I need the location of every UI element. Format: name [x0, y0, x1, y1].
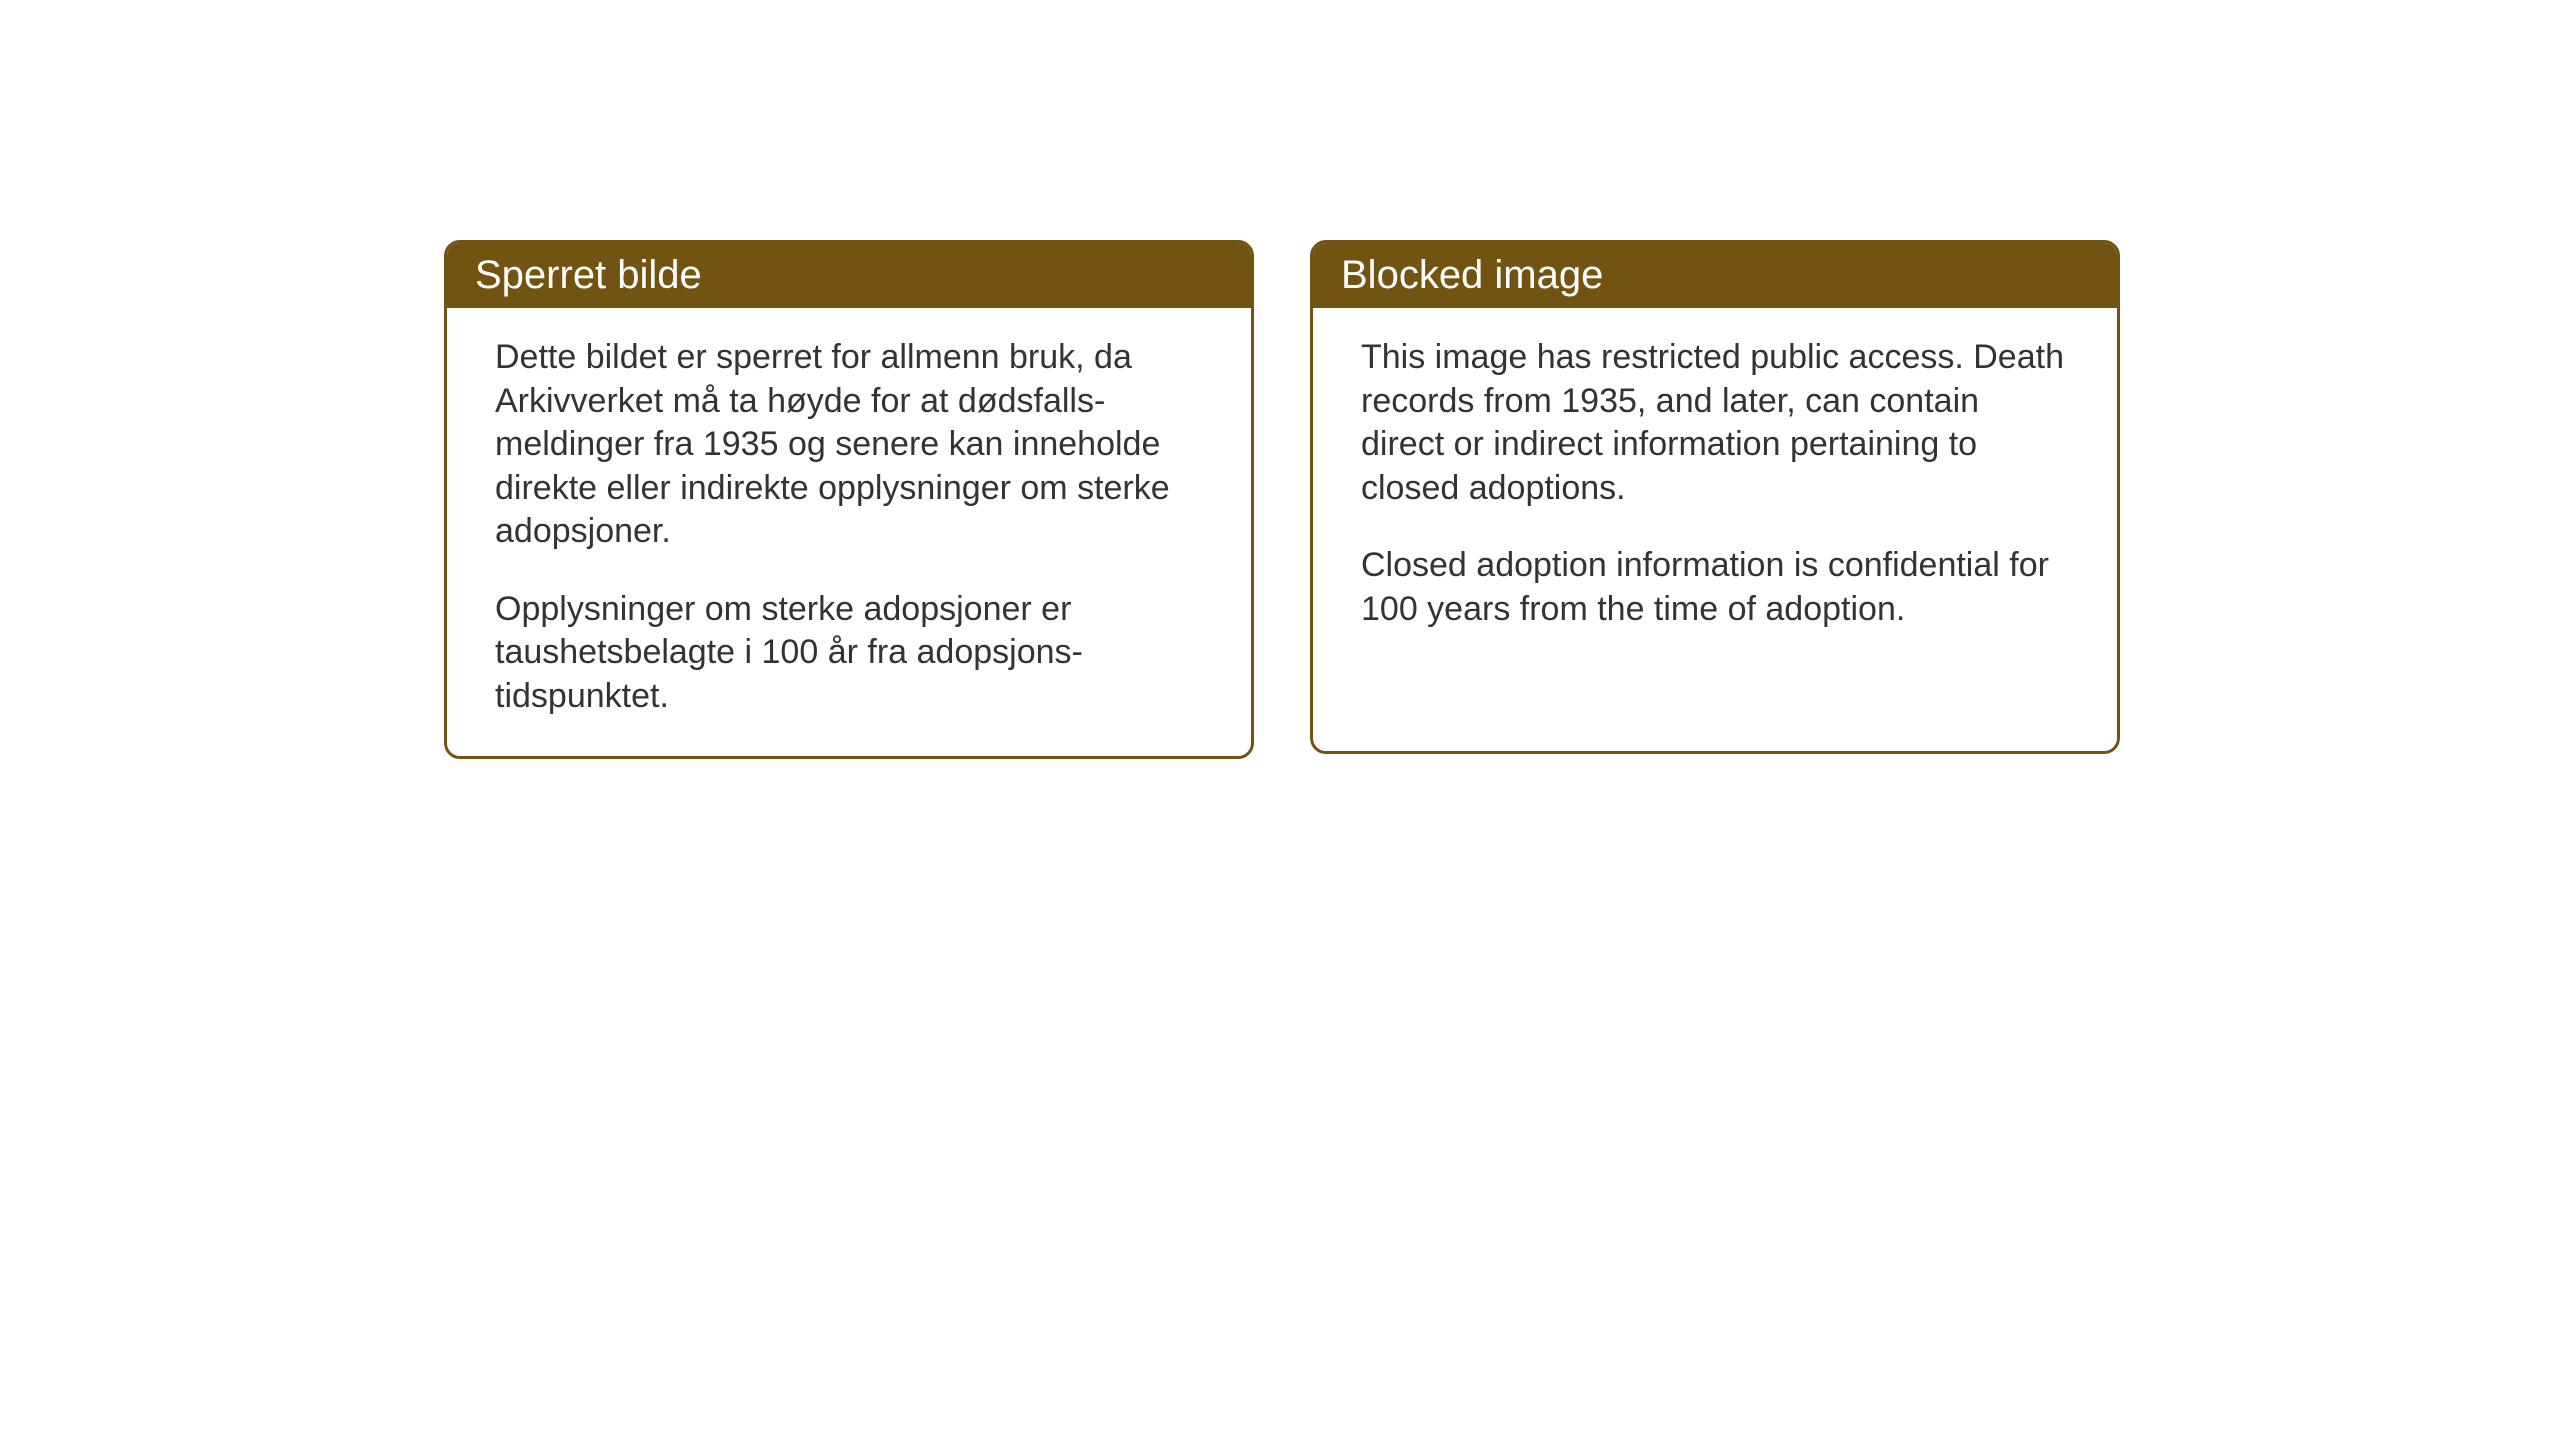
english-paragraph-1: This image has restricted public access.…: [1361, 336, 2069, 510]
norwegian-paragraph-2: Opplysninger om sterke adopsjoner er tau…: [495, 588, 1203, 719]
norwegian-notice-card: Sperret bilde Dette bildet er sperret fo…: [444, 240, 1254, 759]
english-notice-body: This image has restricted public access.…: [1313, 308, 2117, 669]
english-notice-title: Blocked image: [1313, 243, 2117, 308]
english-paragraph-2: Closed adoption information is confident…: [1361, 544, 2069, 631]
norwegian-paragraph-1: Dette bildet er sperret for allmenn bruk…: [495, 336, 1203, 554]
norwegian-notice-body: Dette bildet er sperret for allmenn bruk…: [447, 308, 1251, 756]
english-notice-card: Blocked image This image has restricted …: [1310, 240, 2120, 754]
norwegian-notice-title: Sperret bilde: [447, 243, 1251, 308]
notice-container: Sperret bilde Dette bildet er sperret fo…: [444, 240, 2120, 759]
